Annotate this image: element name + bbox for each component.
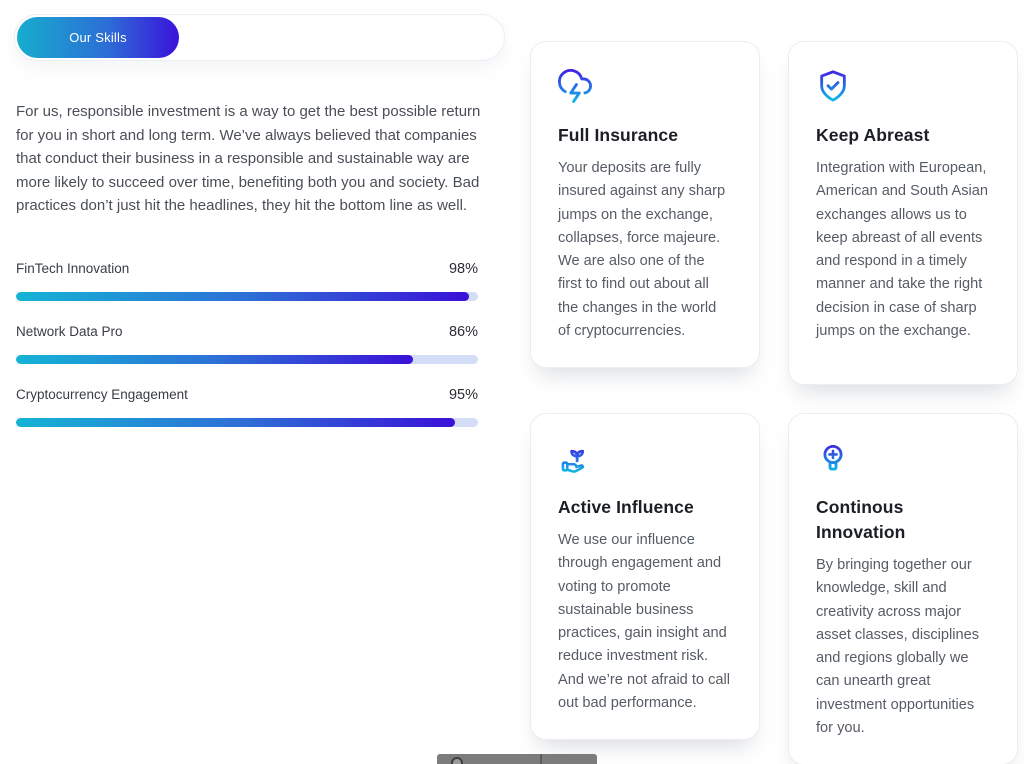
card-body: Your deposits are fully insured against … [558, 160, 726, 340]
skill-label: Cryptocurrency Engagement [16, 387, 188, 402]
card-title: Active Influence [558, 497, 694, 517]
feature-card: Active Influence We use our influence th… [530, 413, 760, 741]
card-body: By bringing together our knowledge, skil… [816, 557, 980, 737]
shield-check-icon [816, 69, 852, 105]
cloud-lightning-icon [558, 69, 594, 105]
feature-card: Continous Innovation By bringing togethe… [788, 413, 1018, 764]
card-title: Keep Abreast [816, 125, 930, 145]
skill-progress-track [16, 355, 478, 364]
bottom-toolbar-right-button[interactable] [542, 754, 597, 764]
feature-card: Keep Abreast Integration with European, … [788, 41, 1018, 385]
skill-progress-fill [16, 355, 414, 364]
skill-row-header: Network Data Pro 86% [16, 324, 478, 342]
section-badge: Our Skills [17, 17, 179, 58]
skill-row-header: FinTech Innovation 98% [16, 261, 478, 279]
skill-percent-value: 95% [448, 387, 478, 403]
card-title: Full Insurance [558, 125, 679, 145]
section-badge-label: Our Skills [69, 30, 127, 45]
skill-row-header: Cryptocurrency Engagement 95% [16, 387, 478, 405]
skill-progress-fill [16, 292, 469, 301]
section-badge-container: Our Skills [14, 14, 505, 61]
skill-progress-fill [16, 418, 455, 427]
skill-row: Network Data Pro 86% [16, 324, 478, 364]
feature-card: Full Insurance Your deposits are fully i… [530, 41, 760, 369]
card-title: Continous Innovation [816, 497, 906, 542]
bottom-toolbar-left-button[interactable] [437, 754, 540, 764]
hand-sprout-icon [558, 441, 594, 477]
skill-row: Cryptocurrency Engagement 95% [16, 387, 478, 427]
bottom-toolbar[interactable] [437, 754, 597, 764]
skills-list: FinTech Innovation 98% Network Data Pro … [16, 261, 478, 450]
intro-paragraph: For us, responsible investment is a way … [16, 103, 481, 214]
skill-label: FinTech Innovation [16, 261, 130, 276]
toolbar-divider [540, 754, 542, 764]
lightbulb-plus-icon [816, 441, 852, 477]
skill-percent-value: 98% [448, 261, 478, 277]
card-body: Integration with European, American and … [816, 160, 988, 340]
skill-label: Network Data Pro [16, 324, 123, 339]
card-body: We use our influence through engagement … [558, 532, 730, 712]
skill-percent-value: 86% [448, 324, 478, 340]
skill-progress-track [16, 418, 478, 427]
skill-progress-track [16, 292, 478, 301]
feature-cards-grid: Full Insurance Your deposits are fully i… [530, 41, 1018, 764]
skill-row: FinTech Innovation 98% [16, 261, 478, 301]
toolbar-circle-icon [451, 757, 463, 764]
